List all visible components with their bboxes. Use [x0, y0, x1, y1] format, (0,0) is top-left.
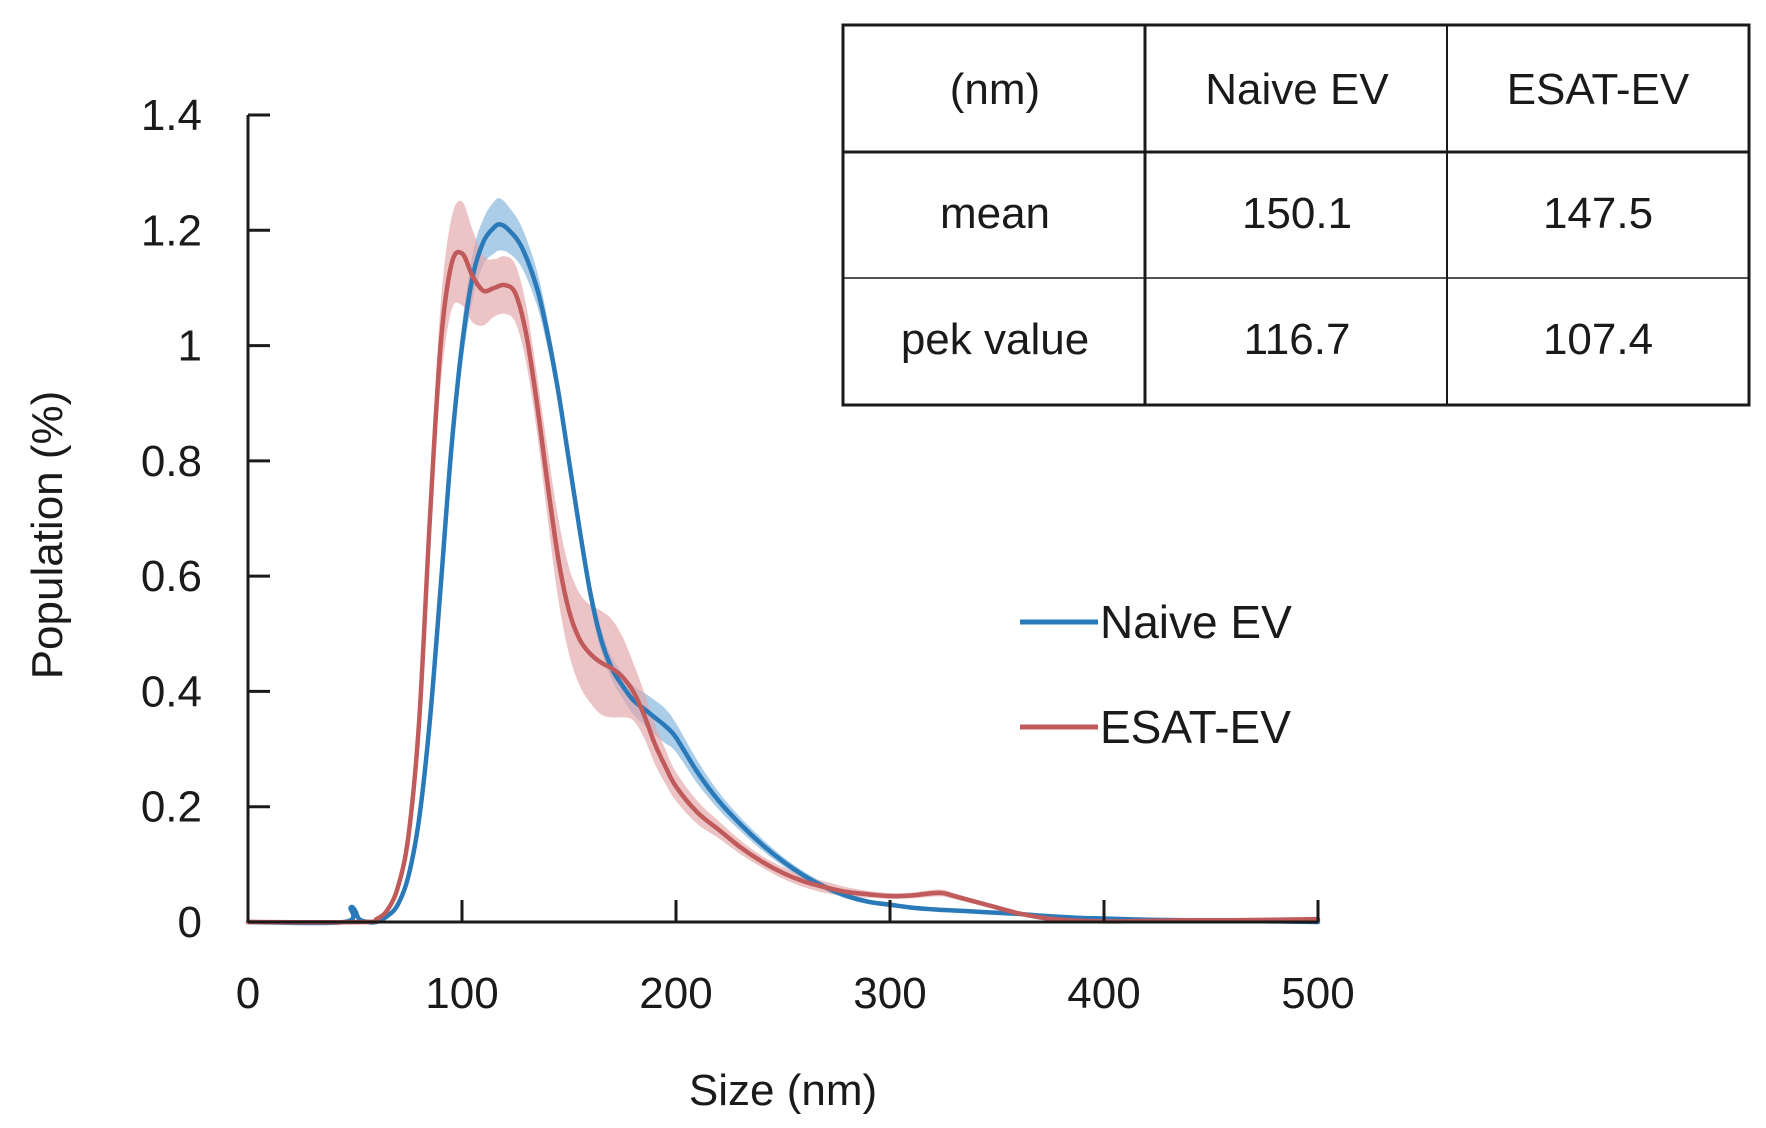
table-cell-mean-esat: 147.5 [1543, 189, 1653, 238]
y-tick-label: 0.4 [141, 667, 202, 716]
y-tick-label: 0.6 [141, 552, 202, 601]
line-esat-ev [245, 249, 1321, 925]
y-tick-label: 1.2 [141, 206, 202, 255]
table-header-unit: (nm) [950, 65, 1040, 114]
legend-label-esat-ev: ESAT-EV [1100, 701, 1291, 753]
x-tick-label: 0 [236, 969, 260, 1018]
table-cell-peak-naive: 116.7 [1244, 315, 1351, 364]
x-tick-label: 100 [425, 969, 498, 1018]
table-header-esat-ev: ESAT-EV [1507, 65, 1690, 114]
table-row-label-peak: pek value [901, 315, 1089, 364]
x-axis-title: Size (nm) [689, 1066, 877, 1115]
line-naive-ev [245, 222, 1321, 926]
table-border [841, 23, 1751, 407]
x-tick-label: 300 [853, 969, 926, 1018]
x-tick-label: 500 [1281, 969, 1354, 1018]
x-tick-label: 200 [639, 969, 712, 1018]
y-tick-label: 0.8 [141, 437, 202, 486]
table-header-naive-ev: Naive EV [1205, 65, 1389, 114]
table-cell-mean-naive: 150.1 [1242, 189, 1352, 238]
legend-label-naive-ev: Naive EV [1100, 596, 1292, 648]
table-row-label-mean: mean [940, 189, 1050, 238]
y-tick-label: 1 [178, 322, 202, 371]
legend: Naive EV ESAT-EV [1020, 596, 1292, 753]
summary-table: (nm) Naive EV ESAT-EV mean 150.1 147.5 p… [841, 23, 1751, 407]
x-ticks: 0 100 200 300 400 500 [236, 900, 1355, 1018]
y-axis-title: Population (%) [23, 391, 72, 680]
y-tick-label: 1.4 [141, 91, 202, 140]
series-lines [245, 222, 1321, 926]
y-tick-label: 0.2 [141, 783, 202, 832]
axes [246, 115, 1318, 924]
table-cell-peak-esat: 107.4 [1543, 315, 1653, 364]
y-ticks: 0 0.2 0.4 0.6 0.8 1 1.2 1.4 [141, 91, 270, 947]
y-tick-label: 0 [178, 898, 202, 947]
x-tick-label: 400 [1067, 969, 1140, 1018]
